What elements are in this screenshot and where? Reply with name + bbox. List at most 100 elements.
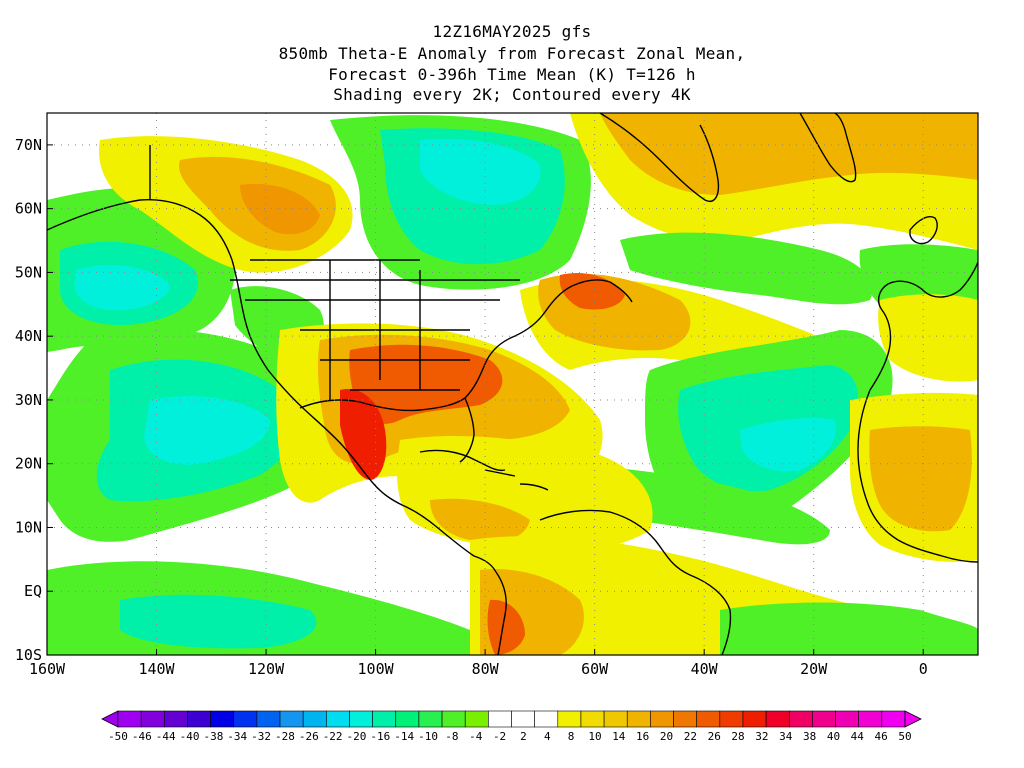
colorbar-swatch xyxy=(372,710,397,728)
colorbar-label: 20 xyxy=(660,730,673,743)
colorbar-label: -22 xyxy=(323,730,343,743)
anomaly-region-green xyxy=(720,602,978,655)
colorbar-swatch xyxy=(580,710,605,728)
colorbar-swatch xyxy=(326,710,350,728)
colorbar-label: 14 xyxy=(612,730,626,743)
colorbar-label: 2 xyxy=(520,730,527,743)
colorbar-label: -16 xyxy=(370,730,390,743)
colorbar-swatch xyxy=(719,710,744,728)
colorbar-swatch xyxy=(696,710,721,728)
lat-label: 50N xyxy=(15,263,42,281)
colorbar-swatch xyxy=(210,710,235,728)
lon-label: 120W xyxy=(248,660,285,678)
colorbar-label: 22 xyxy=(684,730,697,743)
colorbar-label: -10 xyxy=(418,730,438,743)
colorbar-swatch xyxy=(881,710,906,728)
colorbar: -50 -46 -44 -40 -38 -34 -32 -28 -26 -22 -20 -16 -14-… xyxy=(101,710,922,743)
colorbar-label: 26 xyxy=(708,730,721,743)
anomaly-region-cyan xyxy=(144,396,270,465)
colorbar-swatch xyxy=(488,710,512,728)
anomaly-region-cyan xyxy=(740,418,836,472)
colorbar-swatch xyxy=(279,710,304,728)
colorbar-label: -2 xyxy=(493,730,506,743)
colorbar-label: -44 xyxy=(156,730,176,743)
colorbar-swatch xyxy=(302,710,327,728)
lon-label: 160W xyxy=(29,660,66,678)
colorbar-label: 4 xyxy=(544,730,551,743)
colorbar-label: -4 xyxy=(469,730,483,743)
anomaly-region-green xyxy=(620,232,873,305)
colorbar-label: 46 xyxy=(875,730,888,743)
colorbar-label: -34 xyxy=(227,730,247,743)
colorbar-swatch xyxy=(140,710,165,728)
colorbar-label: -26 xyxy=(299,730,319,743)
colorbar-swatch xyxy=(349,710,373,728)
lon-label: 60W xyxy=(581,660,609,678)
colorbar-swatch xyxy=(534,710,559,728)
colorbar-swatch xyxy=(557,710,582,728)
colorbar-swatch xyxy=(256,710,281,728)
lat-label: 40N xyxy=(15,327,42,345)
anomaly-region-red xyxy=(349,344,503,424)
title-line-3: Forecast 0-396h Time Mean (K) T=126 h xyxy=(328,65,696,84)
colorbar-swatch xyxy=(187,710,211,728)
colorbar-swatch xyxy=(117,710,142,728)
anomaly-region-yellow xyxy=(878,294,978,382)
colorbar-label: -46 xyxy=(132,730,152,743)
colorbar-swatch xyxy=(603,710,628,728)
colorbar-label: -32 xyxy=(251,730,271,743)
colorbar-label: -28 xyxy=(275,730,295,743)
anomaly-region-cyan xyxy=(74,265,170,311)
lon-label: 40W xyxy=(691,660,719,678)
colorbar-label: -40 xyxy=(180,730,200,743)
colorbar-swatch xyxy=(765,710,790,728)
colorbar-swatch xyxy=(233,710,258,728)
colorbar-swatch xyxy=(626,710,651,728)
colorbar-label: 28 xyxy=(731,730,744,743)
coastlines xyxy=(47,113,978,655)
colorbar-label: 44 xyxy=(851,730,865,743)
colorbar-swatch xyxy=(418,710,443,728)
lat-label: 30N xyxy=(15,391,42,409)
lat-label: 70N xyxy=(15,136,42,154)
lat-label: 10S xyxy=(15,646,42,664)
theta-e-anomaly-shading xyxy=(47,113,978,655)
colorbar-arrow-right xyxy=(904,710,922,728)
anomaly-region-orange xyxy=(430,498,530,542)
colorbar-label: 50 xyxy=(898,730,911,743)
colorbar-label: 32 xyxy=(755,730,768,743)
colorbar-label: 38 xyxy=(803,730,816,743)
lat-label: 10N xyxy=(15,518,42,536)
anomaly-region-orange xyxy=(869,426,972,532)
colorbar-label: 8 xyxy=(568,730,575,743)
colorbar-label: 16 xyxy=(636,730,649,743)
lat-label: 20N xyxy=(15,455,42,473)
colorbar-swatch xyxy=(650,710,674,728)
anomaly-region-teal xyxy=(120,594,317,649)
lon-label: 0 xyxy=(919,660,928,678)
colorbar-swatch xyxy=(835,710,860,728)
colorbar-swatch xyxy=(812,710,836,728)
colorbar-swatch xyxy=(858,710,883,728)
colorbar-label: 34 xyxy=(779,730,793,743)
colorbar-swatch xyxy=(441,710,466,728)
colorbar-swatch xyxy=(788,710,813,728)
colorbar-swatch xyxy=(742,710,767,728)
anomaly-region-cyan xyxy=(420,138,541,205)
colorbar-swatch xyxy=(464,710,489,728)
colorbar-label: -14 xyxy=(394,730,414,743)
lon-label: 20W xyxy=(800,660,828,678)
colorbar-label: -38 xyxy=(203,730,223,743)
colorbar-label: 40 xyxy=(827,730,840,743)
colorbar-label: -20 xyxy=(347,730,367,743)
colorbar-label: -8 xyxy=(445,730,458,743)
anomaly-region-orange2 xyxy=(240,184,320,235)
colorbar-swatch xyxy=(511,710,535,728)
title-line-4: Shading every 2K; Contoured every 4K xyxy=(333,85,691,104)
colorbar-swatch xyxy=(673,710,697,728)
lat-label: EQ xyxy=(24,582,42,600)
colorbar-swatch xyxy=(395,710,420,728)
colorbar-arrow-left xyxy=(101,710,119,728)
anomaly-region-red xyxy=(487,599,525,655)
